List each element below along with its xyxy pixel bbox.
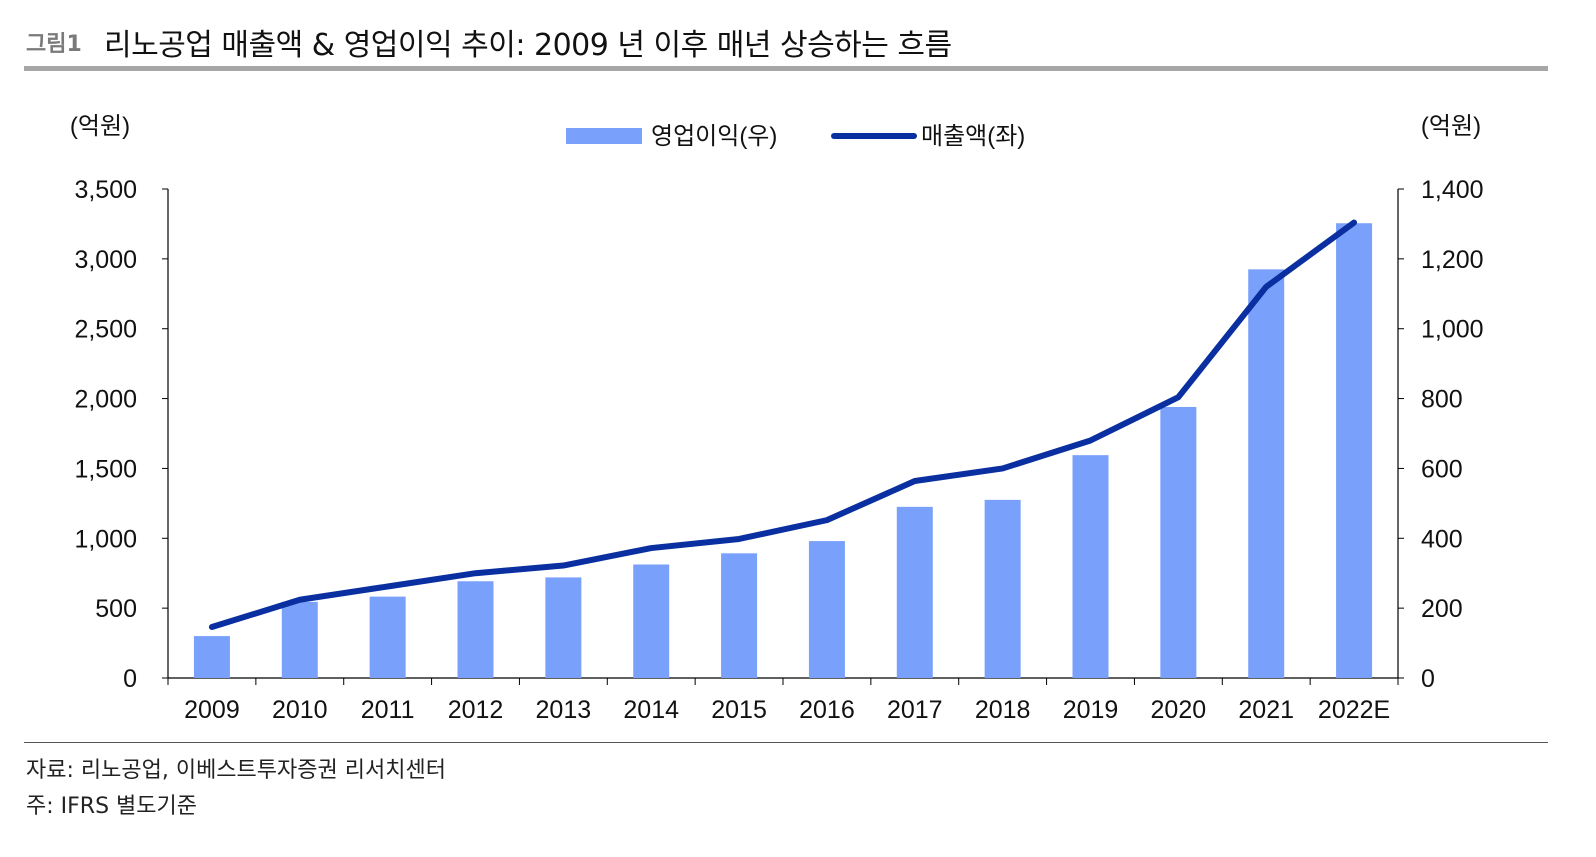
y-left-tick-label: 2,500: [74, 316, 137, 344]
bar-operating-profit: [1072, 455, 1109, 678]
footer-divider: [24, 742, 1548, 743]
y-right-tick-label: 200: [1421, 595, 1463, 623]
x-tick-label: 2021: [1238, 696, 1294, 724]
x-tick-label: 2017: [887, 696, 943, 724]
chart-area: 0 500 1,000 1,500 2,000 2,500 3,000 3,500 0 200 40…: [70, 113, 1484, 724]
chart-title: 리노공업 매출액 & 영업이익 추이: 2009 년 이후 매년 상승하는 흐름: [104, 28, 952, 63]
bar-operating-profit: [1336, 223, 1373, 679]
legend-bar-label: 영업이익(우): [651, 123, 777, 150]
bar-operating-profit: [369, 596, 406, 678]
figure-header: 그림1 리노공업 매출액 & 영업이익 추이: 2009 년 이후 매년 상승하…: [24, 14, 1548, 72]
bar-operating-profit: [1248, 269, 1285, 678]
y-right-tick-label: 1,200: [1421, 246, 1484, 274]
y-left-tick-label: 1,000: [74, 525, 137, 553]
y-left-tick-label: 500: [95, 595, 137, 623]
bar-operating-profit: [896, 506, 933, 678]
y-left-tick-label: 1,500: [74, 455, 137, 483]
bar-operating-profit: [984, 499, 1021, 678]
legend-bar-swatch: [566, 128, 642, 144]
y-left-tick-label: 2,000: [74, 386, 137, 414]
source-note: 자료: 리노공업, 이베스트투자증권 리서치센터: [26, 758, 446, 783]
figure-label: 그림1: [26, 32, 82, 57]
y-right-axis-label: (억원): [1421, 113, 1481, 140]
bar-operating-profit: [193, 636, 230, 678]
bar-operating-profit: [457, 581, 494, 678]
y-left-tick-label: 3,500: [74, 176, 137, 204]
x-tick-label: 2018: [975, 696, 1031, 724]
x-tick-label: 2013: [536, 696, 592, 724]
title-divider: [24, 66, 1548, 71]
y-right-tick-label: 800: [1421, 386, 1463, 414]
bar-operating-profit: [545, 577, 582, 678]
y-right-tick-label: 1,400: [1421, 176, 1484, 204]
y-left-tick-label: 0: [123, 665, 137, 693]
x-tick-label: 2022E: [1318, 696, 1390, 724]
bar-operating-profit: [633, 564, 670, 678]
y-left-axis-label: (억원): [70, 113, 130, 140]
x-tick-label: 2012: [448, 696, 504, 724]
y-right-tick-label: 0: [1421, 665, 1435, 693]
x-tick-label: 2016: [799, 696, 855, 724]
x-tick-label: 2015: [711, 696, 767, 724]
bar-operating-profit: [281, 601, 318, 678]
legend-line-label: 매출액(좌): [921, 123, 1025, 150]
x-tick-label: 2014: [623, 696, 679, 724]
y-left-tick-label: 3,000: [74, 246, 137, 274]
basis-note: 주: IFRS 별도기준: [26, 794, 197, 819]
y-right-tick-label: 600: [1421, 455, 1463, 483]
x-tick-label: 2009: [184, 696, 240, 724]
line-sales: [208, 219, 1358, 631]
bar-operating-profit: [808, 541, 845, 678]
bar-operating-profit: [721, 553, 758, 678]
y-right-tick-label: 1,000: [1421, 316, 1484, 344]
x-tick-label: 2019: [1063, 696, 1119, 724]
x-tick-label: 2010: [272, 696, 328, 724]
y-right-tick-label: 400: [1421, 525, 1463, 553]
bar-operating-profit: [1160, 406, 1197, 678]
x-tick-label: 2020: [1151, 696, 1207, 724]
x-tick-label: 2011: [361, 696, 415, 724]
